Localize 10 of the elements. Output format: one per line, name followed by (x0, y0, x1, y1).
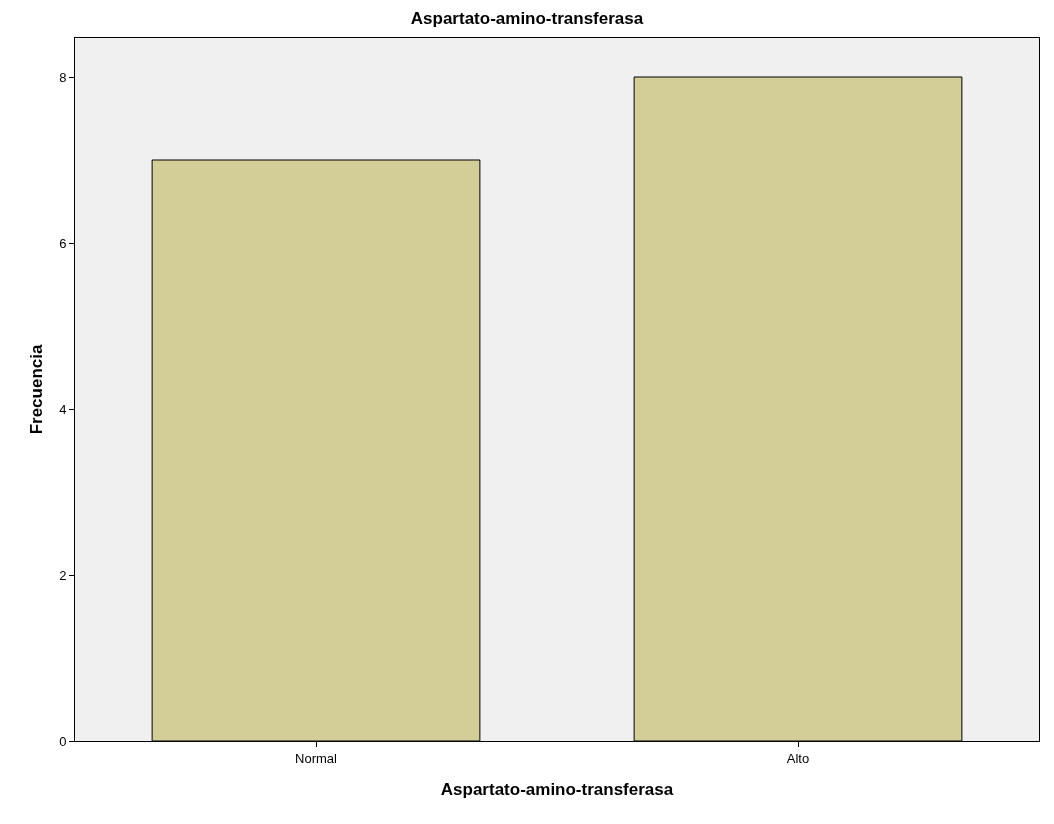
y-tick-label: 6 (59, 235, 67, 251)
y-tick-label: 8 (59, 69, 67, 85)
x-tick-label: Alto (786, 750, 810, 766)
x-axis-title: Aspartato-amino-transferasa (440, 780, 674, 799)
x-tick-label: Normal (295, 750, 338, 766)
y-axis-title: Frecuencia (26, 344, 46, 435)
y-tick-label: 4 (59, 401, 67, 417)
chart-title: Aspartato-amino-transferasa (410, 9, 644, 29)
y-tick-label: 0 (59, 733, 67, 749)
y-tick-label: 2 (59, 567, 67, 583)
